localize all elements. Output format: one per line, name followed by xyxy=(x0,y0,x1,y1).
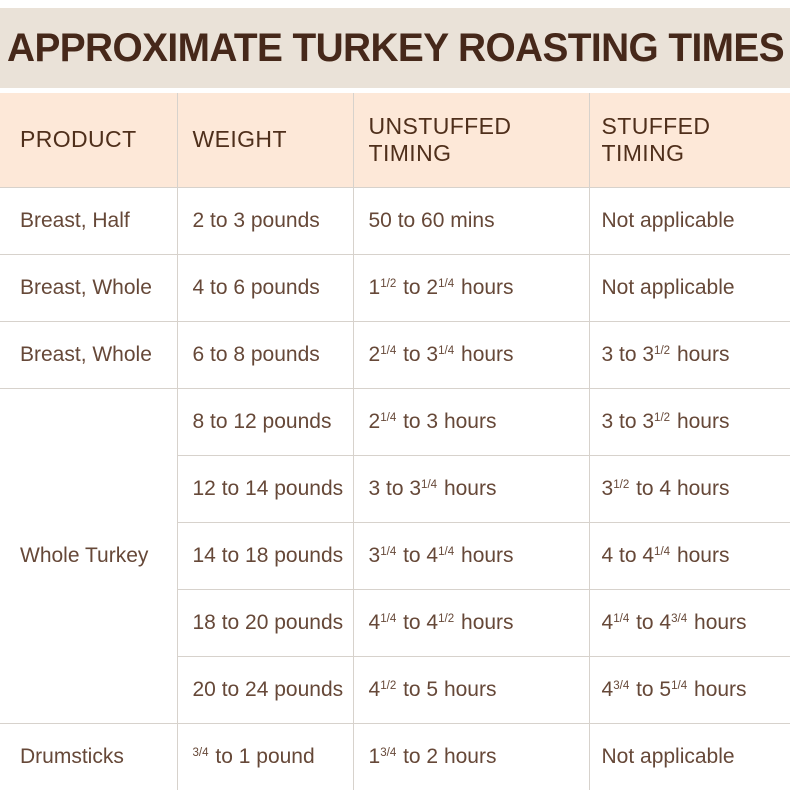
table-row: 14 to 18 pounds 31/4 to 41/4 hours 4 to … xyxy=(0,522,790,590)
weight-cell: 2 to 3 pounds xyxy=(177,187,354,255)
table-row: Drumsticks 3/4 to 1 pound 13/4 to 2 hour… xyxy=(0,723,790,790)
header-row: PRODUCT WEIGHT UNSTUFFED TIMING STUFFED … xyxy=(0,93,790,188)
product-cell: Breast, Whole xyxy=(0,254,178,322)
unstuffed-timing-cell: 50 to 60 mins xyxy=(353,187,590,255)
roasting-times-table: PRODUCT WEIGHT UNSTUFFED TIMING STUFFED … xyxy=(0,93,790,790)
unstuffed-timing-cell: 31/4 to 41/4 hours xyxy=(353,522,590,590)
product-cell: Drumsticks xyxy=(0,723,178,790)
stuffed-timing-cell: 31/2 to 4 hours xyxy=(589,455,790,523)
page: APPROXIMATE TURKEY ROASTING TIMES PRODUC… xyxy=(0,8,790,799)
stuffed-timing-cell: 3 to 31/2 hours xyxy=(589,388,790,456)
table-row: 18 to 20 pounds 41/4 to 41/2 hours 41/4 … xyxy=(0,589,790,657)
unstuffed-timing-cell: 21/4 to 3 hours xyxy=(353,388,590,456)
weight-cell: 3/4 to 1 pound xyxy=(177,723,354,790)
stuffed-timing-cell: 43/4 to 51/4 hours xyxy=(589,656,790,724)
table-row: Breast, Half 2 to 3 pounds 50 to 60 mins… xyxy=(0,187,790,255)
stuffed-timing-cell: Not applicable xyxy=(589,723,790,790)
table-row: Breast, Whole 6 to 8 pounds 21/4 to 31/4… xyxy=(0,321,790,389)
unstuffed-timing-cell: 41/4 to 41/2 hours xyxy=(353,589,590,657)
product-cell-whole-turkey: Whole Turkey xyxy=(0,388,178,724)
stuffed-timing-cell: 4 to 41/4 hours xyxy=(589,522,790,590)
weight-cell: 12 to 14 pounds xyxy=(177,455,354,523)
stuffed-timing-cell: 41/4 to 43/4 hours xyxy=(589,589,790,657)
column-header-unstuffed: UNSTUFFED TIMING xyxy=(353,93,590,188)
column-header-stuffed: STUFFED TIMING xyxy=(589,93,790,188)
column-header-weight: WEIGHT xyxy=(177,93,354,188)
product-cell: Breast, Half xyxy=(0,187,178,255)
stuffed-timing-cell: Not applicable xyxy=(589,254,790,322)
stuffed-timing-cell: 3 to 31/2 hours xyxy=(589,321,790,389)
weight-cell: 6 to 8 pounds xyxy=(177,321,354,389)
unstuffed-timing-cell: 21/4 to 31/4 hours xyxy=(353,321,590,389)
unstuffed-timing-cell: 3 to 31/4 hours xyxy=(353,455,590,523)
table-row: Whole Turkey 8 to 12 pounds 21/4 to 3 ho… xyxy=(0,388,790,724)
weight-cell: 20 to 24 pounds xyxy=(177,656,354,724)
product-cell: Breast, Whole xyxy=(0,321,178,389)
table-body: Breast, Half 2 to 3 pounds 50 to 60 mins… xyxy=(0,187,790,790)
column-header-product: PRODUCT xyxy=(0,93,178,188)
weight-cell: 8 to 12 pounds xyxy=(177,388,354,456)
table-row: 12 to 14 pounds 3 to 31/4 hours 31/2 to … xyxy=(0,455,790,523)
unstuffed-timing-cell: 41/2 to 5 hours xyxy=(353,656,590,724)
weight-cell: 14 to 18 pounds xyxy=(177,522,354,590)
weight-cell: 4 to 6 pounds xyxy=(177,254,354,322)
stuffed-timing-cell: Not applicable xyxy=(589,187,790,255)
title-banner: APPROXIMATE TURKEY ROASTING TIMES xyxy=(0,8,790,88)
table-row: Breast, Whole 4 to 6 pounds 11/2 to 21/4… xyxy=(0,254,790,322)
weight-cell: 18 to 20 pounds xyxy=(177,589,354,657)
page-title: APPROXIMATE TURKEY ROASTING TIMES xyxy=(6,25,785,70)
unstuffed-timing-cell: 11/2 to 21/4 hours xyxy=(353,254,590,322)
table-header: PRODUCT WEIGHT UNSTUFFED TIMING STUFFED … xyxy=(0,93,790,188)
unstuffed-timing-cell: 13/4 to 2 hours xyxy=(353,723,590,790)
table-row: 20 to 24 pounds 41/2 to 5 hours 43/4 to … xyxy=(0,656,790,724)
